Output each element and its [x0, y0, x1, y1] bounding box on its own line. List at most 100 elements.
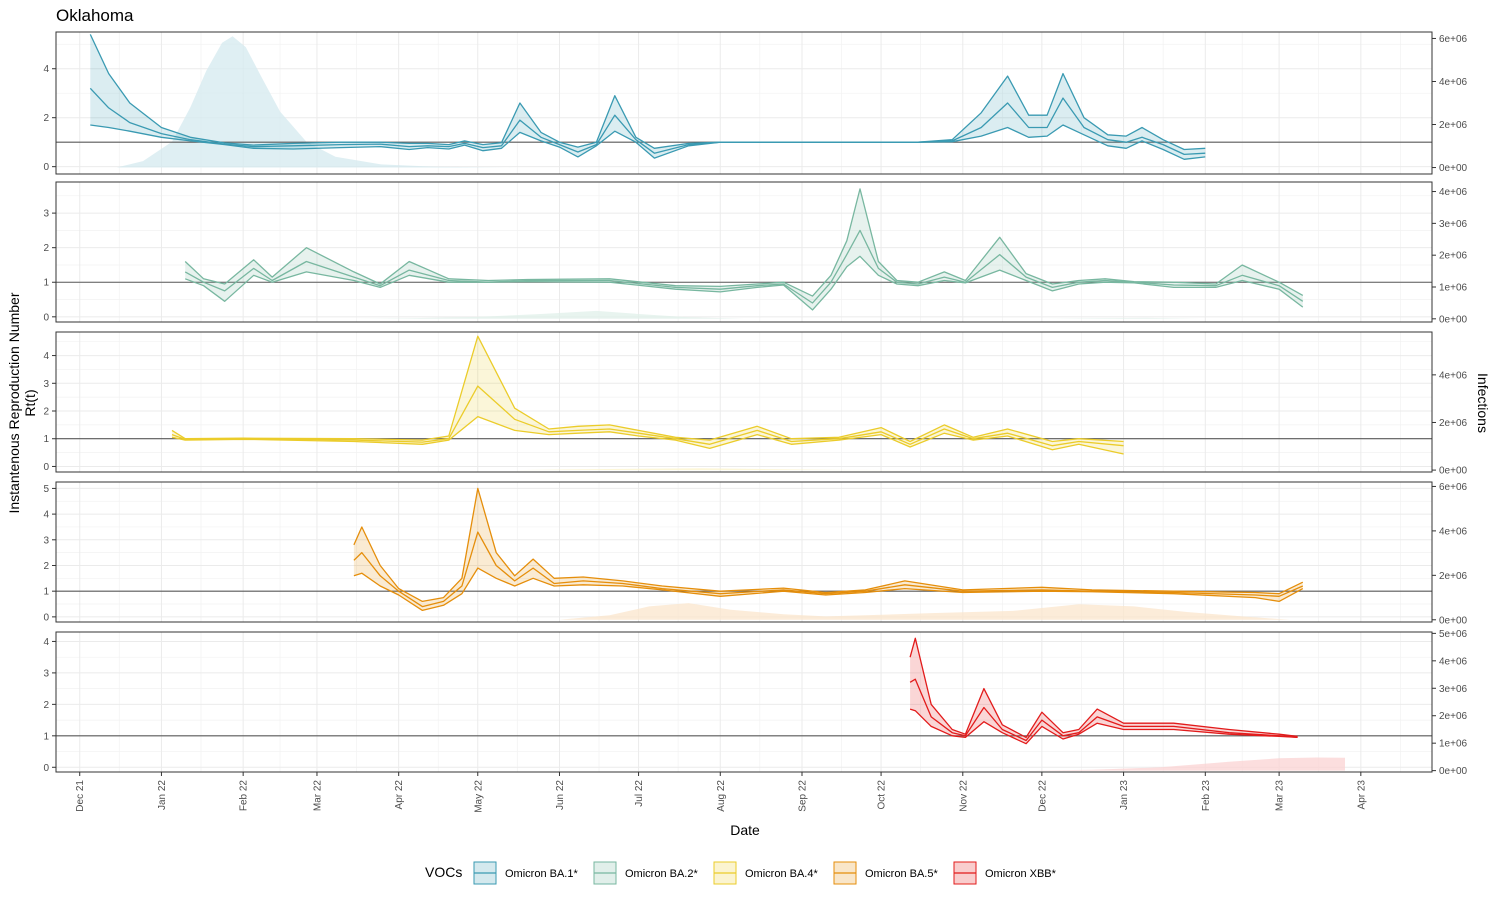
y2-tick-label: 6e+06: [1439, 482, 1468, 493]
panel-background: [56, 182, 1432, 322]
legend-item: Omicron BA.4*: [713, 861, 818, 885]
rt-line-upper: [89, 34, 1206, 151]
x-tick-label: Aug 22: [716, 780, 727, 812]
y2-tick-label: 0e+00: [1439, 466, 1468, 477]
y-tick-label: 0: [43, 312, 49, 323]
rt-line-median: [184, 229, 1304, 304]
panel-border: [55, 481, 1433, 623]
infections-area: [353, 310, 1200, 319]
legend-label: Omicron BA.2*: [625, 868, 698, 880]
x-tick-label: Oct 22: [877, 780, 888, 810]
infections-area: [116, 36, 515, 168]
legend-label: Omicron BA.5*: [865, 868, 938, 880]
y2-tick-label: 4e+06: [1439, 526, 1468, 537]
rt-line-upper: [353, 487, 1304, 603]
rt-line-median: [171, 385, 1124, 447]
legend-label: Omicron BA.4*: [745, 868, 818, 880]
y2-tick-label: 6e+06: [1439, 34, 1468, 45]
y2-tick-label: 0e+00: [1439, 615, 1468, 626]
x-tick-label: Feb 22: [239, 780, 250, 812]
y2-tick-label: 4e+06: [1439, 187, 1468, 198]
rt-line-lower: [90, 124, 1206, 160]
rt-ribbon: [353, 488, 1303, 611]
y-tick-label: 1: [43, 278, 49, 289]
y-tick-label: 0: [43, 763, 49, 774]
legend-label: Omicron BA.1*: [505, 868, 578, 880]
y-tick-label: 3: [43, 668, 49, 679]
x-axis-title: Date: [730, 822, 760, 838]
panel-3: 0 1 2 3 4 0e+00 2e+06 4e+06: [43, 331, 1468, 477]
rt-line-median: [909, 678, 1298, 742]
y-tick-label: 5: [43, 484, 49, 495]
y-tick-label: 3: [43, 535, 49, 546]
infections-area: [559, 603, 1290, 620]
y2-tick-label: 4e+06: [1439, 656, 1468, 667]
y-tick-label: 1: [43, 731, 49, 742]
y2-tick-label: 2e+06: [1439, 418, 1468, 429]
y-tick-label: 3: [43, 209, 49, 220]
y-tick-label: 4: [43, 510, 49, 521]
legend-item: Omicron BA.5*: [833, 861, 938, 885]
x-tick-label: Jun 22: [555, 780, 566, 810]
y-axis-title-line2: Rt(t): [22, 389, 38, 416]
x-tick-label: May 22: [473, 780, 484, 813]
x-tick-label: Mar 23: [1275, 780, 1286, 812]
y2-tick-label: 1e+06: [1439, 739, 1468, 750]
x-axis: Dec 21 Jan 22 Feb 22 Mar 22 Apr 22 May 22 Jun …: [75, 772, 1367, 813]
legend-item: Omicron BA.2*: [593, 861, 698, 885]
legend-title: VOCs: [425, 864, 462, 880]
rt-line-upper: [909, 637, 1298, 739]
x-tick-label: Dec 21: [75, 780, 86, 812]
y2-tick-label: 2e+06: [1439, 251, 1468, 262]
y2-tick-label: 4e+06: [1439, 77, 1468, 88]
legend: VOCs Omicron BA.1* Omicron BA.2* Omicron B…: [425, 861, 1057, 885]
panel-2: 0 1 2 3 0e+00 1e+06 2e+06 3e+06 4e+06: [43, 181, 1468, 325]
panel-background: [56, 332, 1432, 472]
rt-ribbon: [910, 638, 1298, 744]
x-tick-label: Feb 23: [1201, 780, 1212, 812]
y2-tick-label: 2e+06: [1439, 120, 1468, 131]
y-tick-label: 0: [43, 162, 49, 173]
y-tick-label: 2: [43, 700, 49, 711]
rt-line-lower: [353, 567, 1304, 612]
rt-line-median: [89, 87, 1206, 156]
chart-title: Oklahoma: [56, 6, 134, 25]
x-tick-label: Jan 22: [157, 780, 168, 810]
panel-background: [56, 632, 1432, 772]
y2-tick-label: 0e+00: [1439, 314, 1468, 325]
y2-tick-label: 0e+00: [1439, 163, 1468, 174]
y-tick-label: 3: [43, 379, 49, 390]
y2-tick-label: 3e+06: [1439, 684, 1468, 695]
y2-tick-label: 2e+06: [1439, 571, 1468, 582]
x-tick-label: Sep 22: [798, 780, 809, 812]
panel-background: [56, 482, 1432, 622]
y-tick-label: 4: [43, 351, 49, 362]
rt-line-median: [353, 531, 1304, 608]
panel-border: [55, 181, 1433, 323]
x-tick-label: Nov 22: [958, 780, 969, 812]
y2-tick-label: 3e+06: [1439, 219, 1468, 230]
rt-line-lower: [909, 708, 1298, 745]
y-tick-label: 0: [43, 462, 49, 473]
y2-tick-label: 2e+06: [1439, 711, 1468, 722]
panel-4: 0 1 2 3 4 5 0e+00 2e+06 4e+06 6e+06: [43, 481, 1468, 626]
x-tick-label: Jul 22: [634, 780, 645, 807]
y-tick-label: 1: [43, 434, 49, 445]
y2-tick-label: 5e+06: [1439, 629, 1468, 640]
rt-line-upper: [184, 188, 1304, 297]
x-tick-label: Jan 23: [1119, 780, 1130, 810]
panel-border: [55, 631, 1433, 773]
y-tick-label: 2: [43, 243, 49, 254]
y-axis-title-line1: Instantenous Reproduction Number: [6, 292, 22, 513]
x-tick-label: Dec 22: [1037, 780, 1048, 812]
panel-border: [55, 31, 1433, 175]
panel-5: 0 1 2 3 4 0e+00 1e+06 2e+06 3e+06 4e+06 5e+06: [43, 629, 1467, 777]
panel-1: 0 2 4 0e+00 2e+06 4e+06 6e+06: [43, 31, 1468, 175]
x-tick-label: Apr 22: [394, 780, 405, 810]
y-tick-label: 2: [43, 407, 49, 418]
y2-axis-title: Infections: [1475, 373, 1491, 433]
legend-label: Omicron XBB*: [985, 868, 1057, 880]
y-tick-label: 2: [43, 561, 49, 572]
x-tick-label: Apr 23: [1356, 780, 1367, 810]
